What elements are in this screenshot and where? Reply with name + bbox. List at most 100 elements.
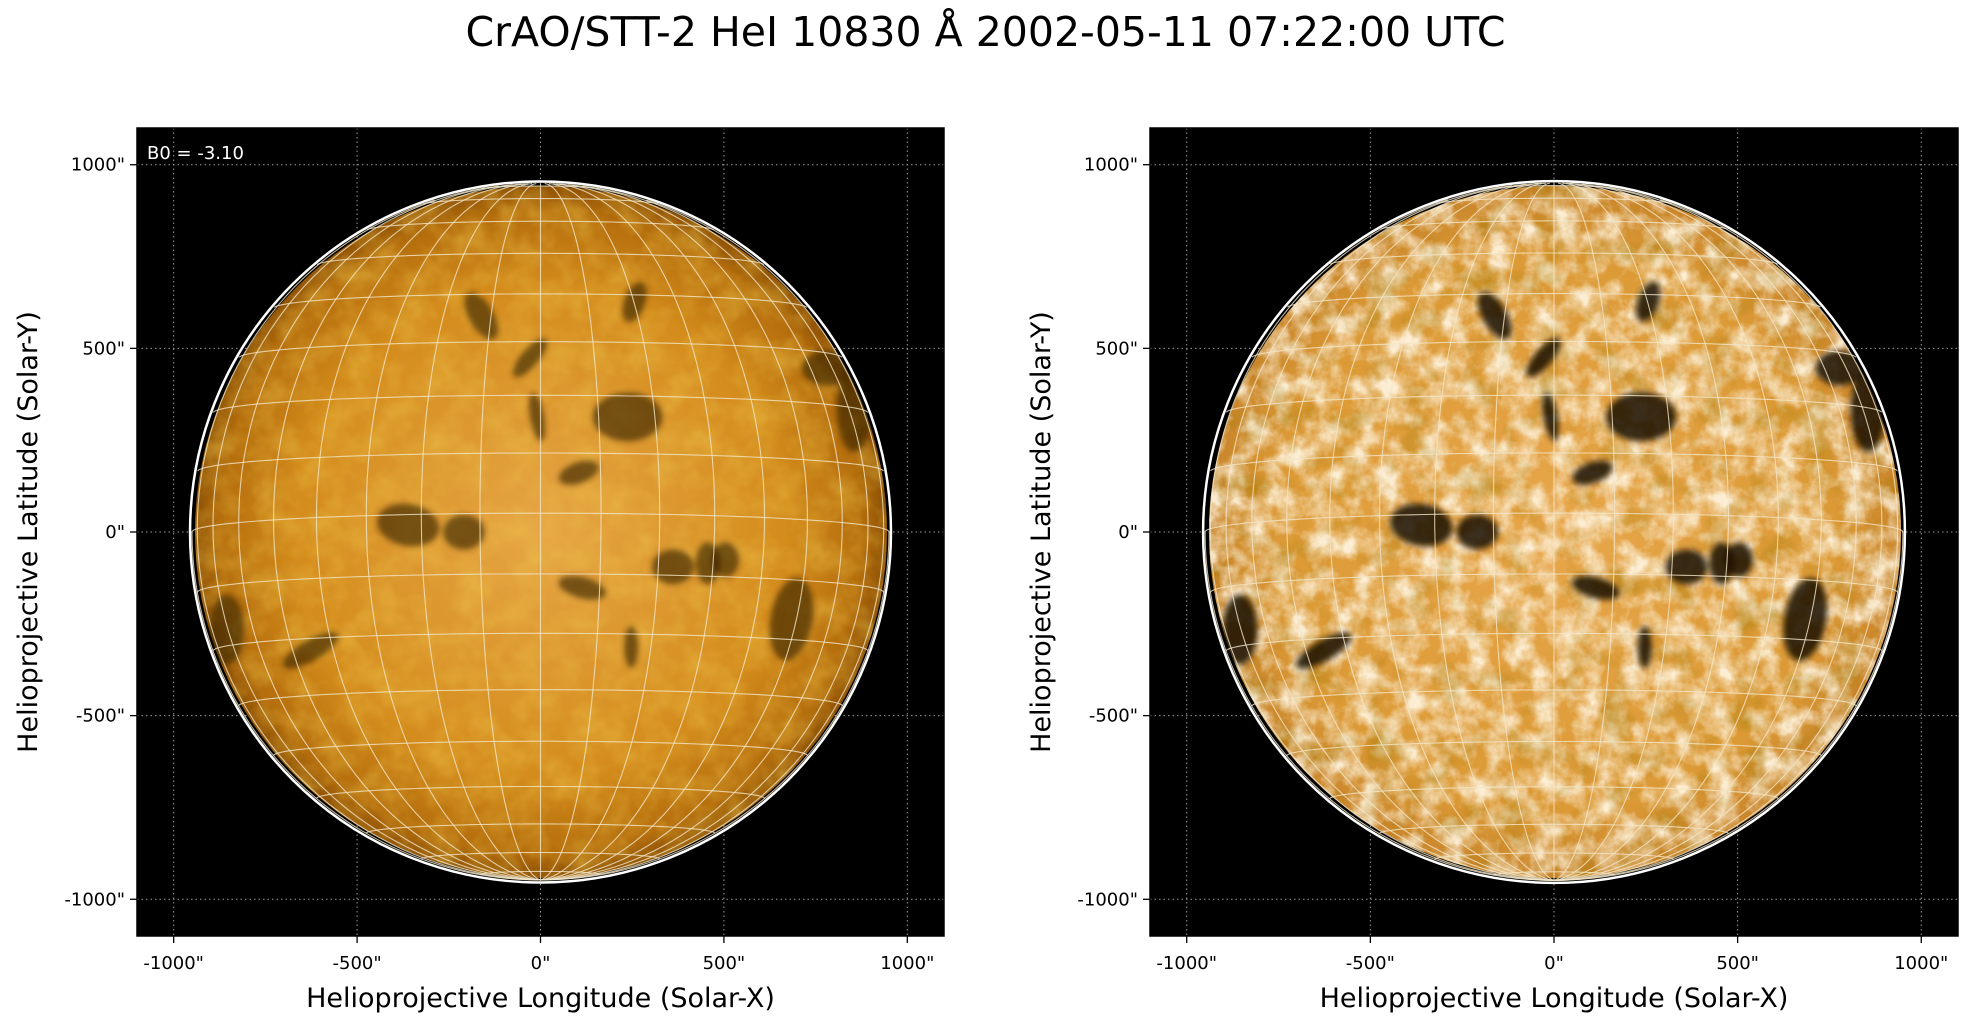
x-tick-label: 1000" — [880, 953, 934, 974]
filament — [1637, 626, 1652, 669]
meridian-line — [540, 183, 766, 881]
parallel-line — [1492, 871, 1616, 876]
filament — [513, 338, 548, 378]
figure-title: CrAO/STT-2 HeI 10830 Å 2002-05-11 07:22:… — [465, 8, 1506, 56]
parallel-line — [1380, 220, 1728, 230]
meridian-line — [365, 183, 541, 881]
meridian-line — [1553, 182, 1616, 881]
meridian-line — [315, 183, 541, 881]
y-tick-label: 500" — [1095, 338, 1138, 359]
x-tick-label: 0" — [531, 953, 551, 974]
parallel-line — [1496, 185, 1612, 189]
filament — [1456, 514, 1499, 550]
y-tick-label: -500" — [1089, 706, 1138, 727]
parallel-line — [420, 851, 661, 860]
filament — [1526, 338, 1561, 378]
parallel-line — [1225, 394, 1883, 413]
filament — [558, 460, 599, 485]
x-tick-label: 500" — [1716, 953, 1759, 974]
filament — [1572, 460, 1613, 485]
meridian-line — [1553, 182, 1730, 881]
meridian-line — [1553, 199, 1899, 881]
filament — [1572, 575, 1620, 600]
parallel-line — [1209, 573, 1899, 593]
meridian-line — [479, 183, 541, 881]
parallel-line — [422, 198, 659, 205]
x-tick-label: 0" — [1544, 953, 1564, 974]
meridian-line — [540, 183, 661, 881]
filament — [1296, 632, 1352, 669]
filament — [442, 514, 485, 550]
meridian-line — [540, 187, 869, 881]
heliographic-grid — [191, 183, 890, 881]
y-tick-label: -1000" — [1077, 889, 1138, 910]
x-axis-label: Helioprojective Longitude (Solar-X) — [306, 983, 775, 1014]
parallel-line — [1434, 852, 1674, 860]
parallel-line — [316, 252, 765, 266]
meridian-line — [273, 184, 541, 881]
meridian-line — [540, 531, 890, 881]
parallel-line — [238, 341, 843, 358]
meridian-line — [540, 184, 808, 881]
parallel-line — [197, 452, 884, 472]
filament — [1606, 392, 1677, 442]
meridian-line — [1492, 182, 1555, 881]
meridian-line — [1286, 183, 1555, 881]
parallel-line — [315, 785, 766, 799]
meridian-line — [540, 183, 602, 881]
meridian-line — [1434, 182, 1555, 881]
meridian-line — [540, 199, 885, 881]
parallel-line — [1210, 452, 1898, 472]
filament — [624, 626, 639, 668]
solar-limb — [188, 180, 893, 884]
x-tick-label: 500" — [703, 953, 746, 974]
parallel-line — [212, 394, 869, 413]
meridian-line — [1553, 183, 1822, 881]
x-tick-label: -1000" — [1156, 953, 1217, 974]
meridian-line — [1553, 182, 1674, 881]
y-tick-label: 0" — [1118, 522, 1138, 543]
parallel-line — [1204, 512, 1904, 533]
filament — [1636, 281, 1661, 322]
parallel-line — [1329, 252, 1779, 265]
parallel-line — [1251, 340, 1857, 358]
x-tick-label: -500" — [333, 953, 382, 974]
parallel-line — [273, 740, 808, 756]
parallel-line — [365, 823, 716, 834]
meridian-line — [1553, 531, 1904, 881]
filament — [695, 542, 720, 585]
meridian-line — [1209, 199, 1555, 881]
x-tick-label: -500" — [1346, 953, 1395, 974]
filament — [592, 392, 663, 442]
parallel-line — [238, 689, 843, 707]
parallel-line — [1286, 740, 1822, 757]
x-tick-label: 1000" — [1894, 953, 1948, 974]
y-tick-label: -1000" — [64, 889, 125, 910]
y-tick-label: -500" — [76, 706, 125, 727]
heliographic-grid — [1204, 182, 1904, 881]
meridian-line — [1553, 182, 1779, 881]
filament — [558, 575, 607, 600]
parallel-line — [1225, 632, 1883, 652]
left-solar-panel: -1000" 1000" -500" 500" 0" 0" 500" -500" 1000" -1… — [13, 127, 945, 1014]
parallel-line — [482, 185, 599, 189]
meridian-line — [196, 199, 541, 881]
meridian-line — [540, 185, 843, 881]
y-axis-label: Helioprojective Latitude (Solar-Y) — [1026, 311, 1057, 753]
parallel-line — [1287, 293, 1821, 308]
meridian-line — [1378, 182, 1555, 881]
parallel-line — [273, 293, 808, 308]
x-axis-label: Helioprojective Longitude (Solar-X) — [1320, 983, 1789, 1014]
meridian-line — [191, 531, 541, 881]
meridian-line — [1251, 185, 1555, 881]
parallel-line — [479, 870, 602, 875]
dark-filaments — [209, 282, 872, 669]
filament — [282, 632, 339, 669]
y-axis-label: Helioprojective Latitude (Solar-Y) — [13, 311, 44, 753]
meridian-line — [238, 185, 541, 881]
y-tick-label: 1000" — [1084, 155, 1138, 176]
parallel-line — [191, 512, 890, 533]
meridian-line — [1225, 187, 1555, 881]
meridian-line — [1553, 187, 1883, 881]
